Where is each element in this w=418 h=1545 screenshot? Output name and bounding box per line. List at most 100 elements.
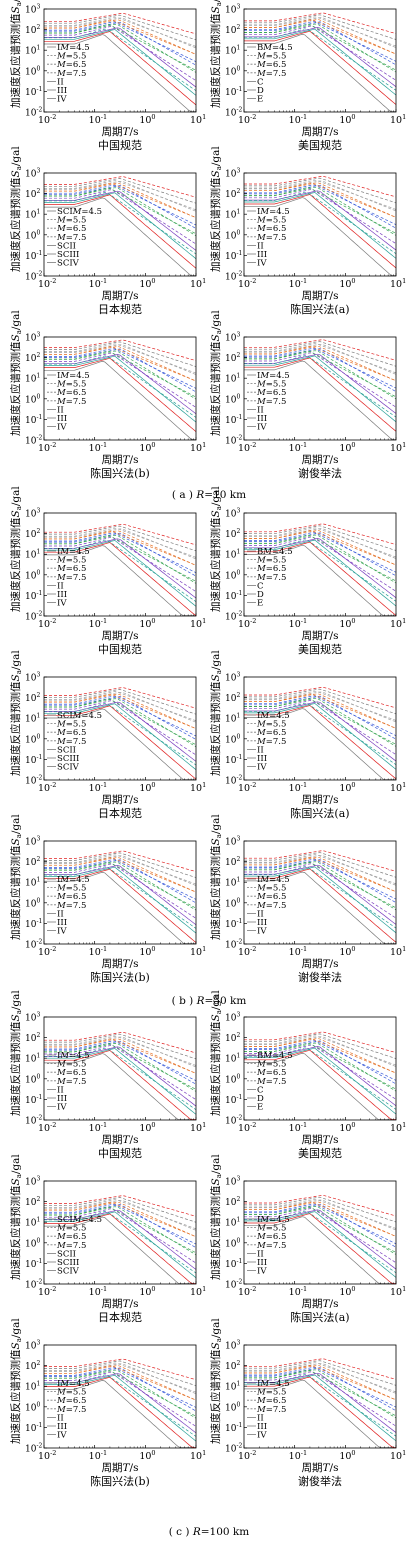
tick-base: 10 <box>289 1451 301 1462</box>
legend-label: M=7.5 <box>256 1405 286 1415</box>
series-group <box>244 339 396 440</box>
series-line <box>244 339 396 361</box>
legend-text: III <box>257 754 267 764</box>
series-line <box>44 705 196 780</box>
tick-exponent: -1 <box>101 277 107 285</box>
series-line <box>244 1052 396 1120</box>
legend-label: M=6.5 <box>56 564 86 574</box>
y-tick-label: 101 <box>225 1053 240 1065</box>
legend-text: B <box>257 43 263 53</box>
legend-symbol: M <box>256 892 266 902</box>
plot-frame <box>243 512 397 617</box>
y-axis-label-symbol: S <box>210 334 222 341</box>
tick-exponent: 2 <box>36 856 40 863</box>
legend-text: =6.5 <box>266 1068 287 1078</box>
series-line <box>44 1048 196 1115</box>
x-tick-label: 100 <box>339 1121 355 1134</box>
legend-text: =4.5 <box>69 875 90 885</box>
series-line <box>44 339 196 362</box>
panel-title: 日本规范 <box>98 806 142 820</box>
legend-text: SCII <box>57 241 76 251</box>
tick-base: 10 <box>225 1014 237 1024</box>
tick-exponent: -1 <box>301 1285 307 1293</box>
legend-symbol: M <box>259 1379 269 1389</box>
tick-exponent: -1 <box>236 754 242 761</box>
x-axis-label-main: 周期 <box>302 958 323 970</box>
y-tick-label: 10-2 <box>25 435 42 447</box>
series-line <box>44 357 196 432</box>
legend-label: M=5.5 <box>56 1224 86 1234</box>
x-tick-label: 101 <box>390 113 406 126</box>
legend-symbol: M <box>256 224 266 234</box>
legend-symbol: M <box>259 371 269 381</box>
tick-base: 10 <box>225 756 237 766</box>
y-tick-label: 10-2 <box>25 775 42 787</box>
tick-base: 10 <box>190 619 202 630</box>
legend-text: =4.5 <box>269 875 290 885</box>
series-line <box>44 185 196 229</box>
legend-label: M=7.5 <box>56 1077 86 1087</box>
legend-text: II <box>57 581 64 591</box>
caption-symbol: R <box>196 995 205 1007</box>
series-line <box>244 850 396 872</box>
y-axis-label: 加速度反应谱预测值Sa/gal <box>9 650 23 776</box>
tick-exponent: 0 <box>351 441 355 449</box>
legend-symbol: M <box>256 1388 266 1398</box>
x-tick-label: 10-2 <box>38 277 56 290</box>
chart-panel: 10-2 10-1 100 10110310210110010-110-2加速度反应谱… <box>9 990 206 1160</box>
series-line <box>44 871 196 944</box>
x-axis-label-unit: /s <box>330 1462 339 1474</box>
tick-exponent: -2 <box>50 1121 56 1129</box>
tick-exponent: 1 <box>402 1449 406 1457</box>
plot-frame <box>243 840 397 945</box>
legend-label: M=5.5 <box>56 1388 86 1398</box>
series-line <box>44 693 196 729</box>
panel-title: 陈国兴法(a) <box>290 302 349 316</box>
y-axis-label-symbol: S <box>10 6 22 13</box>
chart-panel: 10-2 10-1 100 10110310210110010-110-2加速度反应谱… <box>9 0 206 152</box>
tick-exponent: 1 <box>402 113 406 121</box>
y-axis-label-symbol: S <box>210 170 222 177</box>
legend-text: =4.5 <box>272 547 293 557</box>
tick-exponent: 0 <box>151 113 155 121</box>
series-line <box>244 1372 396 1433</box>
tick-base: 10 <box>339 1123 351 1134</box>
tick-exponent: 1 <box>402 1121 406 1129</box>
x-axis-label-unit: /s <box>130 1462 139 1474</box>
series-line <box>44 854 196 885</box>
tick-base: 10 <box>25 1178 37 1188</box>
x-tick-label: 101 <box>190 441 206 454</box>
series-line <box>244 1198 396 1229</box>
panel-title: 中国规范 <box>98 1146 142 1160</box>
series-line <box>244 344 396 375</box>
tick-exponent: 0 <box>351 1285 355 1293</box>
tick-base: 10 <box>38 619 50 630</box>
series-line <box>244 854 396 885</box>
series-line <box>44 701 196 762</box>
tick-exponent: -2 <box>250 113 256 121</box>
tick-base: 10 <box>25 1117 37 1127</box>
x-axis-label: 周期T/s <box>302 126 339 138</box>
x-axis-label-symbol: T <box>323 1462 331 1474</box>
series-line <box>44 19 196 55</box>
series-line <box>44 197 196 276</box>
legend-label: M=7.5 <box>256 1241 286 1251</box>
series-line <box>244 866 396 934</box>
tick-base: 10 <box>225 1117 237 1127</box>
legend-label: M=6.5 <box>256 1396 286 1406</box>
series-line <box>244 1360 396 1386</box>
series-group <box>44 339 196 440</box>
tick-base: 10 <box>38 115 50 126</box>
tick-base: 10 <box>38 947 50 958</box>
y-tick-label: 10-2 <box>225 107 242 119</box>
legend-symbol: M <box>256 216 266 226</box>
series-line <box>244 1376 396 1448</box>
tick-base: 10 <box>89 1123 101 1134</box>
legend-symbol: M <box>256 233 266 243</box>
tick-base: 10 <box>89 1451 101 1462</box>
legend-label: M=7.5 <box>56 233 86 243</box>
series-line <box>44 360 196 440</box>
tick-base: 10 <box>225 571 237 581</box>
legend-text: IV <box>257 1431 267 1441</box>
series-line <box>44 21 196 63</box>
